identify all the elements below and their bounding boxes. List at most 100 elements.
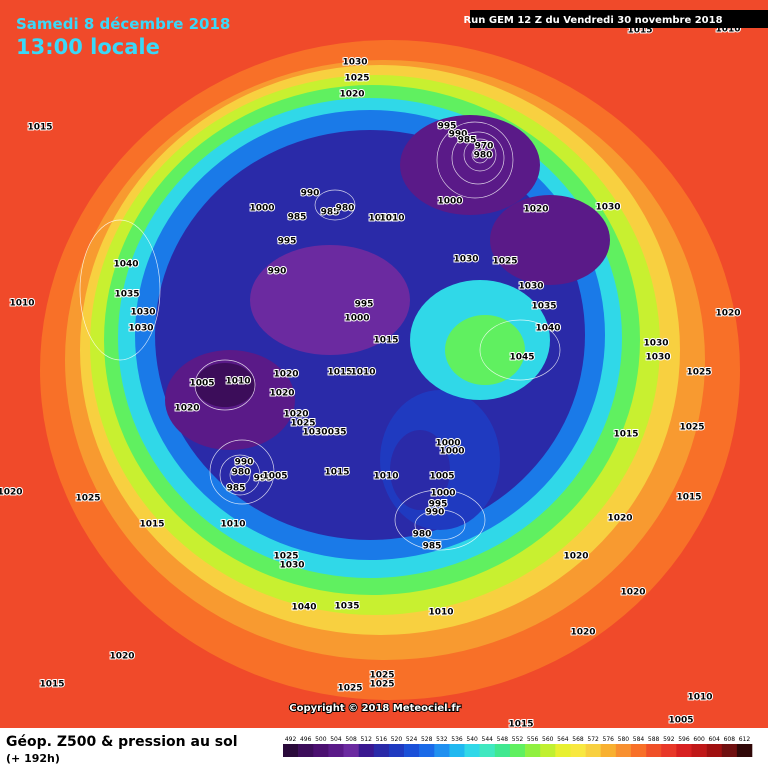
- isobar-label: 1020: [607, 514, 632, 524]
- isobar-label: 1020: [563, 552, 588, 562]
- isobar-label: 1015: [27, 123, 52, 133]
- isobar-label: 1025: [75, 494, 100, 504]
- isobar-label: 1010: [9, 299, 34, 309]
- time: 13:00 locale: [16, 35, 160, 59]
- height-field: [40, 40, 740, 700]
- colorbar-tick-label: 588: [648, 736, 660, 743]
- isobar-label: 1010: [428, 608, 453, 618]
- isobar-label: 990: [235, 458, 254, 468]
- isobar-label: 1010: [373, 472, 398, 482]
- colorbar-tick-label: 512: [360, 736, 372, 743]
- run-box: [470, 10, 768, 28]
- isobars: [79, 121, 561, 551]
- colorbar-tick-label: 572: [587, 736, 599, 743]
- isobar-label: 1015: [373, 336, 398, 346]
- isobar-label: 1000: [249, 204, 274, 214]
- colorbar-swatch: [298, 744, 314, 757]
- isobar-label: 1035: [321, 428, 346, 438]
- colorbar-swatch: [676, 744, 692, 757]
- colorbar-swatch: [373, 744, 390, 757]
- colorbar-tick-label: 608: [724, 736, 736, 743]
- isobar-label: 1010: [350, 368, 375, 378]
- isobar-label: 1045: [509, 353, 534, 363]
- colorbar-swatch: [646, 744, 662, 757]
- colorbar-swatch: [449, 744, 465, 757]
- isobar-label: 1025: [686, 368, 711, 378]
- isobar-label: 1010: [687, 693, 712, 703]
- isobar-label: 1015: [613, 430, 638, 440]
- colorbar-tick-label: 532: [436, 736, 448, 743]
- isobar-label: 1020: [715, 309, 740, 319]
- isobar-label: 1025: [369, 671, 394, 681]
- isobar-label: 1035: [114, 290, 139, 300]
- colorbar-tick-label: 528: [421, 736, 433, 743]
- colorbar-swatch: [328, 744, 344, 757]
- colorbar-tick-label: 580: [618, 736, 630, 743]
- isobar-label: 1030: [518, 282, 543, 292]
- isobar-label: 990: [301, 189, 320, 199]
- colorbar-swatch: [343, 744, 359, 757]
- isobar-label: 985: [288, 213, 307, 223]
- isobar-label: 1030: [645, 353, 670, 363]
- isobar-label: 1035: [334, 602, 359, 612]
- isobar-label: 1010: [379, 214, 404, 224]
- isobar-label: 990: [449, 130, 468, 140]
- colorbar-swatch: [570, 744, 586, 757]
- colorbar-swatch: [509, 744, 526, 757]
- isobar-label: 1040: [291, 603, 316, 613]
- isobar-label: 1000: [430, 489, 455, 499]
- colorbar-tick-label: 592: [663, 736, 675, 743]
- colorbar-tick-label: 496: [300, 736, 312, 743]
- isobar-label: 970: [475, 142, 494, 152]
- isobar-label: 995: [438, 122, 457, 132]
- isobar-label: 1030: [128, 324, 153, 334]
- isobar-label: 1025: [290, 419, 315, 429]
- colorbar-swatch: [388, 744, 405, 757]
- isobar-label: 985: [321, 208, 340, 218]
- isobar-label: 1015: [39, 680, 64, 690]
- colorbar-tick-label: 604: [708, 736, 720, 743]
- isobar-label: 990: [268, 267, 287, 277]
- isobar-label: 980: [474, 151, 493, 161]
- colorbar-tick-label: 540: [466, 736, 478, 743]
- colorbar-swatch: [706, 744, 723, 757]
- colorbar-tick-label: 612: [739, 736, 751, 743]
- isobar-label: 985: [458, 136, 477, 146]
- colorbar-tick-label: 576: [603, 736, 615, 743]
- isobar-label: 995: [278, 237, 297, 247]
- isobar-label: 1020: [523, 205, 548, 215]
- isobar-label: 1005: [262, 472, 287, 482]
- colorbar-swatch: [540, 744, 556, 757]
- isobar-label: 1025: [344, 74, 369, 84]
- isobar-label: 1020: [0, 488, 23, 498]
- isobar-label: 995: [429, 500, 448, 510]
- isobar-label: 1015: [508, 720, 533, 730]
- colorbar-tick-label: 536: [451, 736, 463, 743]
- isobar-label: 1005: [668, 716, 693, 726]
- isobar-label: 980: [336, 204, 355, 214]
- isobar-label: 1000: [437, 197, 462, 207]
- colorbar-swatch: [661, 744, 677, 757]
- isobar-label: 985: [423, 542, 442, 552]
- isobar-label: 1010: [220, 520, 245, 530]
- isobar-label: 1015: [139, 520, 164, 530]
- colorbar-swatch: [479, 744, 496, 757]
- isobar-label: 1030: [595, 203, 620, 213]
- colorbar-swatch: [419, 744, 435, 757]
- isobar-label: 1030: [643, 339, 668, 349]
- colorbar-swatch: [358, 744, 375, 757]
- isobar-label: 1020: [269, 389, 294, 399]
- isobar-label: 1030: [302, 428, 327, 438]
- colorbar-swatch: [615, 744, 632, 757]
- colorbar-swatch: [494, 744, 511, 757]
- colorbar-swatch: [313, 744, 329, 757]
- colorbar-tick-label: 556: [527, 736, 539, 743]
- isobar-label: 1010: [225, 377, 250, 387]
- isobar-label: 1040: [113, 260, 138, 270]
- colorbar-tick-label: 516: [376, 736, 388, 743]
- isobar-label: 1035: [531, 302, 556, 312]
- isobar-label: 1025: [369, 680, 394, 690]
- colorbar-swatch: [434, 744, 450, 757]
- isobar-label: 1005: [189, 379, 214, 389]
- isobar-label: 1030: [453, 255, 478, 265]
